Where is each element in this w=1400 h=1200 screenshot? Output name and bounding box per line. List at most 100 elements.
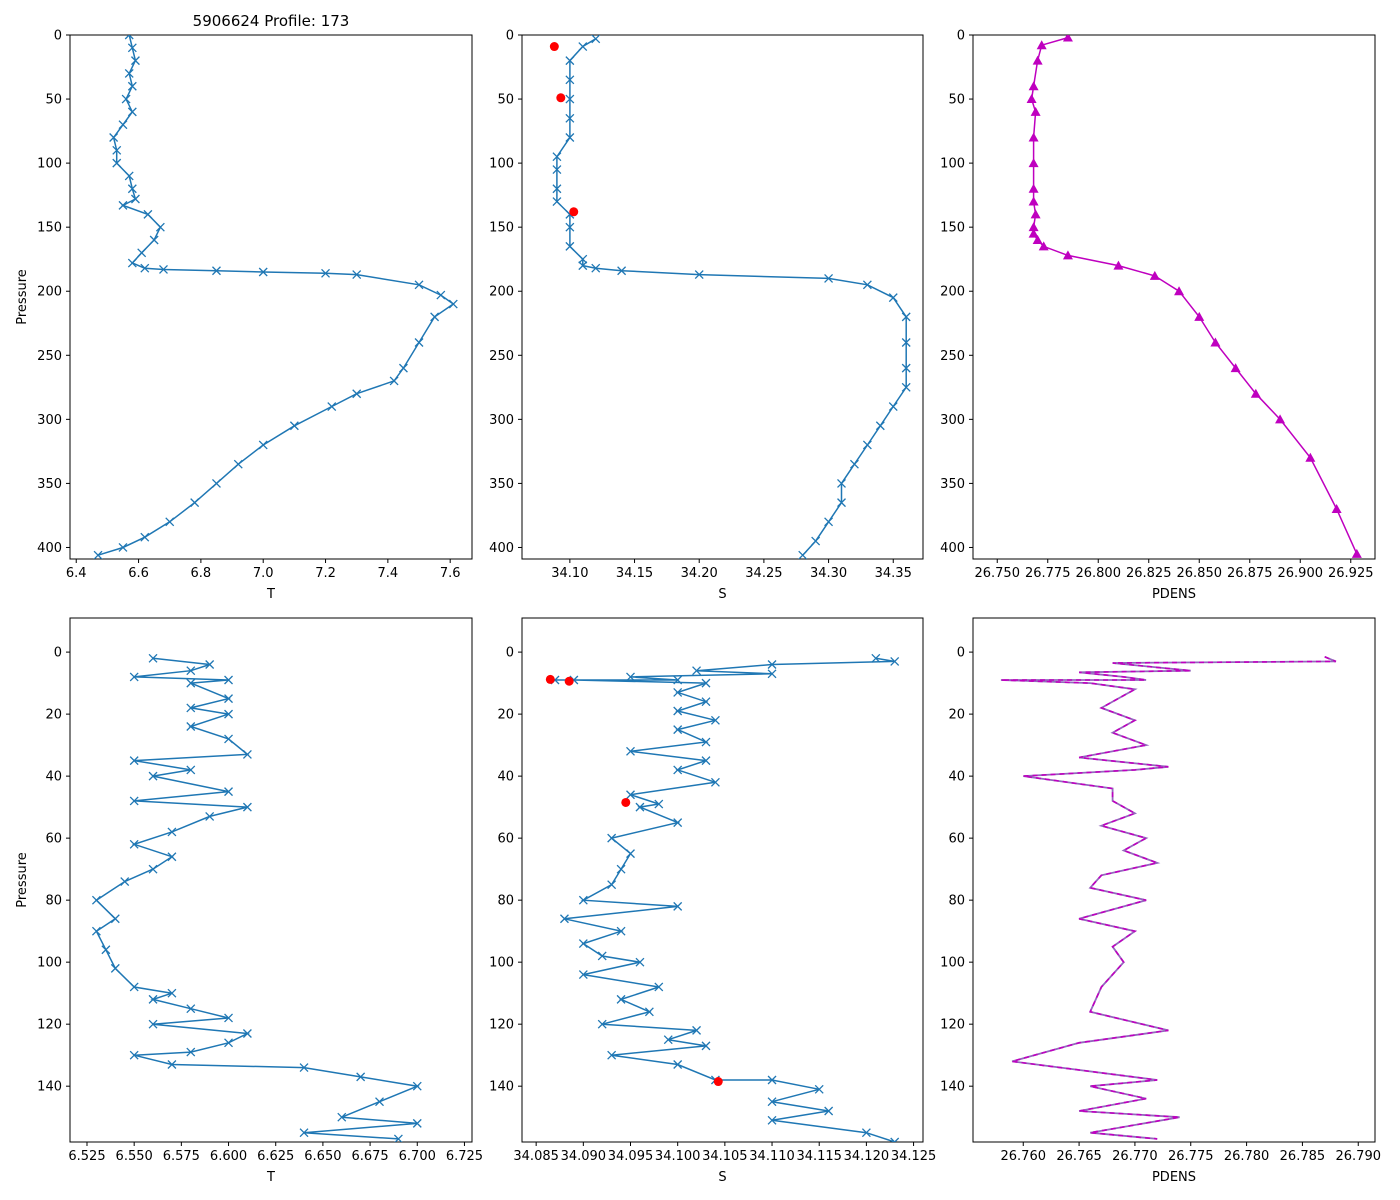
data-point — [356, 1072, 366, 1082]
data-point — [1028, 132, 1039, 142]
data-point — [644, 1007, 654, 1017]
x-tick-label: 6.725 — [446, 1149, 483, 1164]
y-tick-label: 120 — [940, 1018, 965, 1033]
data-point — [112, 158, 122, 168]
plot-area — [93, 35, 458, 559]
x-tick-label: 34.090 — [561, 1149, 607, 1164]
x-tick-label: 34.15 — [616, 566, 653, 581]
data-point — [673, 675, 683, 685]
data-point — [701, 756, 711, 766]
data-point — [565, 75, 575, 85]
data-point — [212, 266, 221, 276]
data-point — [591, 35, 601, 44]
flagged-point — [545, 674, 555, 684]
data-point — [607, 833, 617, 843]
data-point — [224, 694, 233, 704]
data-point — [124, 35, 134, 40]
x-tick-label: 26.790 — [1336, 1149, 1382, 1164]
x-tick-label: 6.625 — [257, 1149, 294, 1164]
data-point — [578, 939, 588, 949]
x-tick-label: 6.6 — [128, 566, 149, 581]
data-point — [824, 273, 834, 283]
data-point — [862, 280, 872, 290]
data-point — [110, 963, 120, 973]
x-tick-label: 7.0 — [253, 566, 274, 581]
x-axis-label: T — [266, 1170, 275, 1185]
plot-frame — [521, 617, 924, 1143]
y-tick-label: 300 — [37, 413, 62, 428]
data-point — [862, 440, 872, 450]
data-point — [692, 666, 702, 676]
data-point — [1028, 183, 1039, 193]
data-point — [118, 120, 128, 130]
data-point — [140, 263, 150, 273]
data-point — [186, 678, 196, 688]
data-point — [414, 338, 424, 347]
data-point — [224, 709, 233, 719]
y-tick-label: 400 — [489, 541, 514, 556]
data-point — [559, 914, 569, 924]
data-point — [767, 669, 777, 679]
x-tick-label: 6.525 — [68, 1149, 105, 1164]
data-point — [701, 697, 711, 707]
x-tick-label: 26.875 — [1227, 566, 1273, 581]
data-point — [129, 839, 139, 849]
data-point — [124, 68, 134, 78]
data-point — [673, 818, 683, 828]
x-tick-label: 26.775 — [1168, 1149, 1214, 1164]
data-point — [352, 389, 362, 399]
data-point — [565, 56, 575, 66]
data-point — [258, 267, 268, 277]
y-tick-label: 200 — [940, 285, 965, 300]
data-point — [91, 926, 101, 936]
data-point — [701, 678, 711, 688]
data-point — [616, 994, 626, 1004]
data-point — [375, 1097, 384, 1107]
data-point — [1030, 106, 1041, 116]
data-point — [127, 43, 137, 53]
data-point — [186, 703, 196, 713]
data-point — [289, 421, 299, 431]
data-point — [129, 982, 139, 992]
data-point — [186, 1004, 196, 1014]
data-point — [673, 687, 683, 697]
data-point — [129, 672, 139, 682]
y-tick-label: 350 — [489, 477, 514, 492]
data-point — [1028, 228, 1039, 238]
y-tick-label: 150 — [489, 221, 514, 236]
data-point — [552, 152, 562, 162]
data-point — [1305, 452, 1316, 462]
data-point — [1032, 55, 1043, 65]
data-point — [901, 363, 911, 373]
data-point — [578, 42, 588, 51]
data-point — [1194, 311, 1205, 321]
y-tick-label: 0 — [506, 646, 514, 661]
data-point — [888, 293, 898, 303]
x-tick-label: 6.4 — [66, 566, 87, 581]
y-tick-label: 40 — [45, 770, 62, 785]
data-point — [190, 498, 200, 508]
data-point — [1174, 286, 1185, 296]
data-point — [1028, 158, 1039, 168]
data-point — [149, 235, 159, 245]
plot-area — [1026, 35, 1362, 558]
x-tick-label: 26.765 — [1056, 1149, 1102, 1164]
data-point — [875, 421, 885, 431]
data-point — [673, 1060, 683, 1069]
data-point — [101, 945, 111, 955]
y-tick-label: 0 — [957, 29, 965, 44]
data-point — [120, 877, 130, 887]
data-point — [565, 222, 575, 232]
data-point — [673, 901, 683, 911]
data-point — [626, 672, 635, 682]
data-point — [565, 94, 575, 104]
y-tick-label: 40 — [497, 770, 514, 785]
x-tick-label: 26.825 — [1126, 566, 1172, 581]
data-point — [1032, 234, 1043, 244]
data-point — [692, 1025, 702, 1035]
y-tick-label: 60 — [497, 832, 514, 847]
x-tick-label: 26.850 — [1177, 566, 1223, 581]
y-tick-label: 200 — [37, 285, 62, 300]
